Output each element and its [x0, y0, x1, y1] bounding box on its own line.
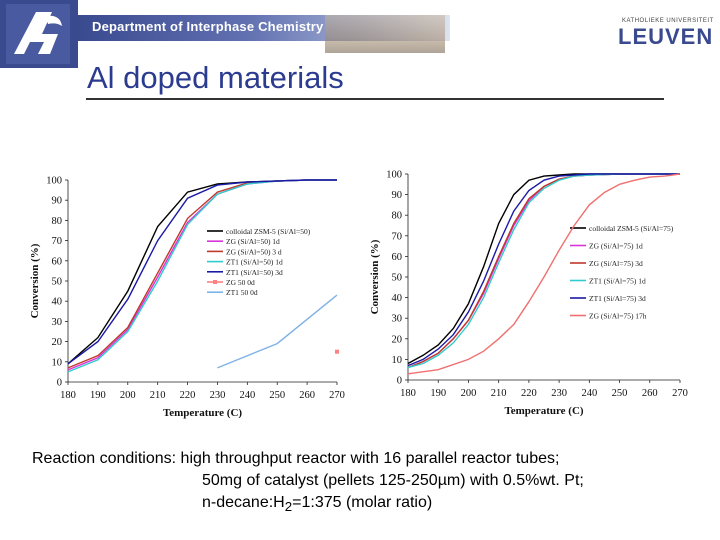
logo-emblem-icon	[6, 4, 70, 64]
x-tick-label: 270	[672, 388, 688, 399]
legend-entry: ZG (Si/Al=75) 17h	[589, 312, 647, 321]
series-line	[407, 173, 680, 365]
y-tick-label: 80	[392, 211, 403, 222]
y-axis-label: Conversion (%)	[29, 243, 41, 318]
x-tick-label: 190	[430, 388, 446, 399]
y-tick-label: 100	[46, 176, 62, 187]
x-axis-label: Temperature (C)	[163, 407, 242, 419]
x-tick-label: 210	[150, 390, 166, 401]
caption-text-3b: =1:375 (molar ratio)	[292, 494, 433, 511]
y-tick-label: 40	[392, 293, 403, 304]
legend-entry: ZT1 50 0d	[226, 288, 258, 297]
x-tick-label: 250	[269, 390, 285, 401]
x-tick-label: 200	[461, 388, 477, 399]
y-tick-label: 70	[52, 236, 63, 247]
x-tick-label: 230	[551, 388, 567, 399]
title-underline	[86, 98, 664, 100]
y-tick-label: 90	[52, 196, 63, 207]
legend-entry: colloidal ZSM-5 (Si/Al=50)	[226, 227, 311, 236]
chart-left-svg: 0 10 20 30 40 50 60 70 80 90 100 180 190 200 210 220 230…	[29, 176, 345, 420]
legend-entry: ZG (Si/Al=75) 1d	[589, 242, 643, 251]
legend-entry: ZG (Si/Al=50) 1d	[226, 237, 280, 246]
x-tick-label: 270	[329, 390, 345, 401]
x-tick-label: 260	[642, 388, 658, 399]
university-subtitle: KATHOLIEKE UNIVERSITEIT	[622, 18, 714, 24]
caption-subscript: 2	[284, 499, 293, 515]
y-tick-label: 100	[386, 170, 402, 181]
department-name: Department of Interphase Chemistry	[92, 19, 324, 34]
y-tick-label: 90	[392, 190, 403, 201]
x-axis-label: Temperature (C)	[504, 405, 583, 417]
y-tick-label: 80	[52, 216, 63, 227]
y-tick-label: 70	[392, 231, 403, 242]
legend-entry: ZG 50 0d	[226, 278, 255, 287]
legend-entry: ZT1 (Si/Al=75) 3d	[589, 294, 646, 303]
header-banner: Department of Interphase Chemistry KATHO…	[0, 0, 720, 68]
x-tick-label: 220	[521, 388, 537, 399]
legend-marker	[213, 280, 217, 284]
x-tick-label: 240	[581, 388, 597, 399]
legend-entry: ZG (Si/Al=50) 3 d	[226, 247, 282, 256]
y-tick-label: 50	[52, 277, 63, 288]
series-line	[217, 294, 338, 369]
x-tick-label: 190	[90, 390, 106, 401]
y-tick-label: 10	[392, 355, 403, 366]
legend-entry: colloidal ZSM-5 (Si/Al=75)	[589, 224, 674, 233]
y-tick-label: 0	[397, 376, 402, 387]
reaction-conditions: Reaction conditions: high throughput rea…	[32, 448, 584, 518]
series-line	[407, 173, 680, 367]
university-logo: LEUVEN	[618, 24, 714, 49]
caption-line-1: Reaction conditions: high throughput rea…	[32, 448, 584, 470]
x-tick-label: 250	[612, 388, 628, 399]
y-axis-label: Conversion (%)	[369, 239, 381, 314]
department-logo	[0, 0, 78, 68]
caption-line-3: n-decane:H2=1:375 (molar ratio)	[32, 492, 584, 518]
x-tick-label: 220	[180, 390, 196, 401]
y-tick-label: 40	[52, 297, 63, 308]
x-tick-label: 230	[210, 390, 226, 401]
legend-entry: ZT1 (Si/Al=50) 3d	[226, 268, 283, 277]
caption-label: Reaction conditions:	[32, 450, 177, 467]
x-tick-label: 200	[120, 390, 136, 401]
y-tick-label: 30	[52, 317, 63, 328]
caption-text-3a: n-decane:H	[202, 494, 285, 511]
x-tick-label: 180	[60, 390, 76, 401]
y-tick-label: 20	[392, 334, 403, 345]
series-line	[407, 173, 681, 375]
header-photo	[325, 15, 445, 53]
series-line	[67, 179, 337, 373]
chart-left: 0 10 20 30 40 50 60 70 80 90 100 180 190 200 210 220 230…	[20, 160, 365, 440]
slide-title: Al doped materials	[87, 60, 344, 95]
x-tick-label: 260	[299, 390, 315, 401]
caption-line-2: 50mg of catalyst (pellets 125-250µm) wit…	[202, 472, 584, 489]
caption-text-1: high throughput reactor with 16 parallel…	[180, 450, 560, 467]
series-point	[335, 349, 339, 354]
legend-entry: ZT1 (Si/Al=75) 1d	[589, 277, 646, 286]
y-tick-label: 20	[52, 337, 63, 348]
y-tick-label: 60	[392, 252, 403, 263]
x-tick-label: 180	[400, 388, 416, 399]
y-tick-label: 30	[392, 314, 403, 325]
legend-entry: ZG (Si/Al=75) 3d	[589, 259, 643, 268]
x-tick-label: 240	[239, 390, 255, 401]
y-tick-label: 60	[52, 256, 63, 267]
x-tick-label: 210	[491, 388, 507, 399]
series-line	[67, 179, 337, 365]
chart-right: 0 10 20 30 40 50 60 70 80 90 100 180 190 200 210 220 230…	[360, 160, 705, 440]
legend-entry: ZT1 (Si/Al=50) 1d	[226, 258, 283, 267]
y-tick-label: 50	[392, 273, 403, 284]
y-tick-label: 0	[57, 378, 62, 389]
y-tick-label: 10	[52, 357, 63, 368]
chart-right-svg: 0 10 20 30 40 50 60 70 80 90 100 180 190 200 210 220 230…	[369, 170, 688, 418]
